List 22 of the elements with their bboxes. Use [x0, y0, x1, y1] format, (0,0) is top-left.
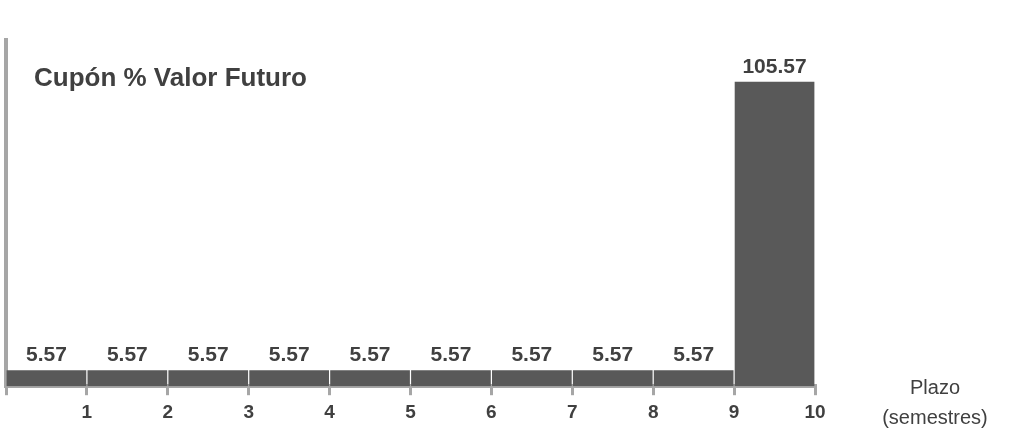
- x-tick-label: 10: [804, 400, 826, 422]
- data-label: 5.57: [349, 342, 391, 366]
- x-tick-label: 5: [405, 400, 417, 422]
- data-label: 5.57: [430, 342, 472, 366]
- data-label: 5.57: [268, 342, 310, 366]
- chart-title: Cupón % Valor Futuro: [34, 62, 307, 93]
- data-label: 5.57: [26, 342, 67, 366]
- x-tick-label: 9: [728, 400, 740, 422]
- x-tick-label: 3: [243, 400, 254, 422]
- x-tick-label: 6: [486, 400, 497, 422]
- data-label: 5.57: [187, 342, 229, 366]
- data-label: 5.57: [106, 342, 148, 366]
- data-label: 5.57: [592, 342, 634, 366]
- x-tick-label: 8: [647, 400, 659, 422]
- x-axis-title: Plazo (semestres): [881, 375, 989, 430]
- x-tick-label: 2: [162, 400, 174, 422]
- x-tick-label: 4: [324, 400, 336, 422]
- data-label: 5.57: [673, 342, 715, 366]
- x-tick-label: 7: [567, 400, 578, 422]
- data-label: 105.57: [742, 53, 807, 77]
- x-tick-label: 1: [81, 400, 93, 422]
- data-label: 5.57: [511, 342, 553, 366]
